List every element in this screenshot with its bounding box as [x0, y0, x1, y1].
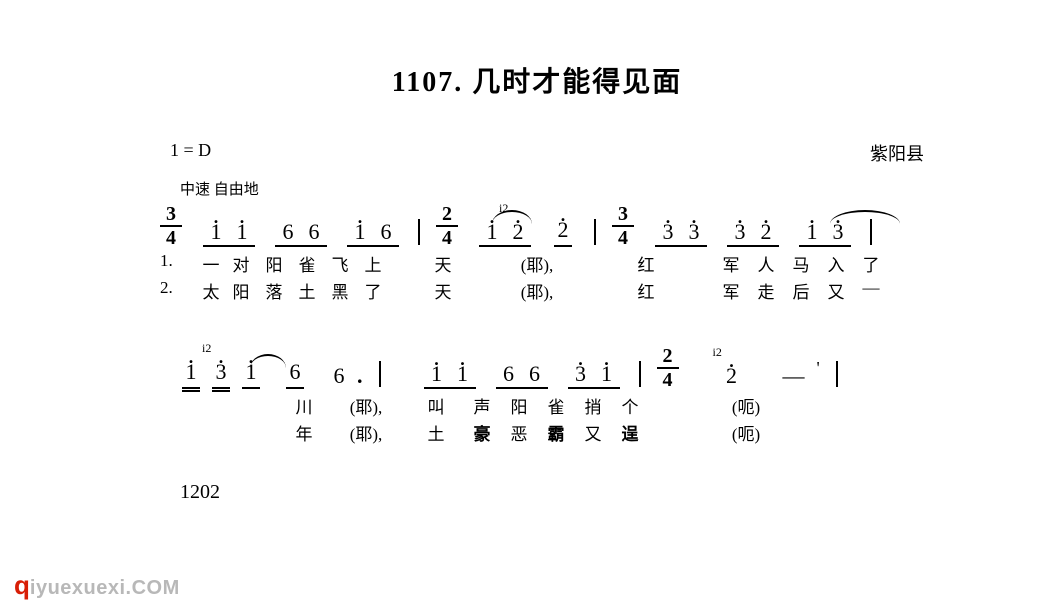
- breath-mark: ': [817, 358, 820, 379]
- barline: [379, 361, 381, 387]
- note: 6: [286, 359, 304, 389]
- time-signature-3-4: 3 4: [612, 205, 634, 247]
- note: 6: [305, 219, 323, 245]
- lyric-verse2-line2: 年 (耶), 土 豪 恶 霸 又 逞 (呃): [160, 420, 924, 445]
- page-number: 1202: [180, 481, 954, 504]
- note: 6: [500, 361, 518, 387]
- note: .2: [554, 217, 572, 247]
- beamed-group: .3 .1: [568, 361, 620, 389]
- music-line-2: .1 i2.3 .1 6 6 . .1 .1 6 6 .3 .1 2 4: [160, 347, 924, 389]
- barline: [836, 361, 838, 387]
- barline: [418, 219, 420, 245]
- note: .1: [182, 359, 200, 389]
- note: 6: [377, 219, 395, 245]
- time-signature-2-4: 2 4: [657, 347, 679, 389]
- dash-rest: —: [783, 363, 805, 389]
- note: i2.2: [723, 363, 741, 389]
- beamed-group: .1 .1: [424, 361, 476, 389]
- watermark: qiyuexuexi.COM: [14, 570, 180, 601]
- lyric-verse1-line1: 1. 一 对 阳 雀 飞 上 天 (耶), 红 军 人 马 入 了: [160, 251, 924, 276]
- note: .3: [685, 219, 703, 245]
- time-signature-2-4: 2 4: [436, 205, 458, 247]
- barline: [870, 219, 872, 245]
- beamed-group: 6 6: [275, 219, 327, 247]
- note: i2.2: [509, 219, 527, 245]
- note: .1: [207, 219, 225, 245]
- beamed-group: .3 .2: [727, 219, 779, 247]
- note: .1: [428, 361, 446, 387]
- beamed-group: .1 .1: [203, 219, 255, 247]
- beamed-group: .1 .3: [799, 219, 851, 247]
- time-signature-3-4: 3 4: [160, 205, 182, 247]
- song-title: 1107. 几时才能得见面: [120, 60, 954, 100]
- note: 6: [279, 219, 297, 245]
- note: .1: [242, 359, 260, 389]
- tempo-marking: 中速 自由地: [180, 178, 954, 199]
- note: .3: [572, 361, 590, 387]
- note: i2.3: [212, 359, 230, 389]
- note: .1: [454, 361, 472, 387]
- music-line-1: 3 4 .1 .1 6 6 .1 6 2 4 .1 i2.2 .2: [160, 205, 924, 247]
- key-signature: 1 = D: [170, 140, 211, 166]
- sheet-music-page: 1107. 几时才能得见面 1 = D 紫阳县 中速 自由地 3 4 .1 .1…: [0, 0, 1054, 611]
- beamed-group: .3 .3: [655, 219, 707, 247]
- beamed-group: 6 6: [496, 361, 548, 389]
- note: .1: [233, 219, 251, 245]
- beamed-group: .1 6: [347, 219, 399, 247]
- note: .1: [803, 219, 821, 245]
- note: .1: [483, 219, 501, 245]
- note: 6: [526, 361, 544, 387]
- dot-after: .: [357, 363, 363, 389]
- barline: [594, 219, 596, 245]
- origin-county: 紫阳县: [870, 140, 924, 166]
- note: .1: [351, 219, 369, 245]
- note: .3: [829, 219, 847, 245]
- meta-row: 1 = D 紫阳县: [170, 140, 924, 166]
- barline: [639, 361, 641, 387]
- note: .3: [659, 219, 677, 245]
- note: 6: [330, 363, 348, 389]
- note: .3: [731, 219, 749, 245]
- note: .1: [598, 361, 616, 387]
- lyric-verse2-line1: 2. 太 阳 落 土 黑 了 天 (耶), 红 军 走 后 又 —: [160, 278, 924, 303]
- note: .2: [757, 219, 775, 245]
- watermark-rest: iyuexuexi.COM: [30, 577, 180, 599]
- lyric-verse1-line2: 川 (耶), 叫 声 阳 雀 捎 个 (呃): [160, 393, 924, 418]
- watermark-q: q: [14, 570, 30, 600]
